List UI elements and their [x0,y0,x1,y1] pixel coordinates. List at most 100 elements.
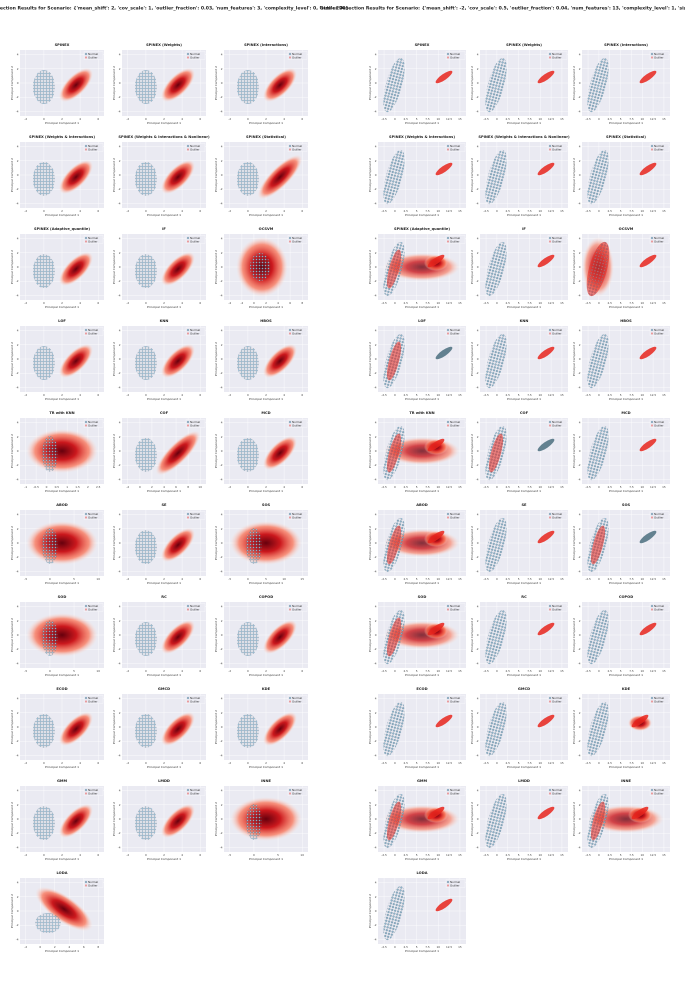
y-tick-label: 0 [17,173,19,177]
legend-marker [548,329,551,332]
y-tick-label: -4 [220,201,223,205]
legend-box [83,419,104,428]
y-tick-label: 2 [375,251,377,255]
legend-marker [446,424,450,427]
x-axis-label: Principal Component 1 [147,121,181,125]
subplot-title: LOF [418,319,426,323]
x-tick-label: 10 [96,669,100,673]
legend-marker [650,604,653,607]
subplot-title: LODA [57,871,68,875]
y-tick-label: -4 [118,661,121,665]
x-tick-label: 7.5 [527,485,532,489]
x-axis-label: Principal Component 1 [45,121,79,125]
subplot-title: LMDD [518,779,530,783]
x-tick-label: 6 [199,393,201,397]
x-tick-label: -0.5 [33,485,39,489]
x-tick-label: 10 [640,117,644,121]
subplot-title: GMM [417,779,428,783]
normal-points [485,241,507,297]
outlier-density [58,251,94,287]
x-tick-label: 0 [496,853,498,857]
legend-label: Normal [190,236,200,240]
y-tick-label: 4 [579,513,581,517]
x-tick-label: 0 [394,117,396,121]
x-axis-label: Principal Component 1 [405,489,439,493]
x-tick-label: -2.5 [585,301,591,305]
subplot: SPINEX (Weights) -2 0 2 4 6 -4 -2 0 2 4 NormalOutli… [112,43,206,125]
legend-label: Outlier [292,516,302,520]
legend-label: Outlier [88,332,98,336]
x-tick-label: 0 [598,853,600,857]
x-axis-label: Principal Component 1 [249,305,283,309]
y-tick-label: -4 [220,569,223,573]
x-tick-label: -2 [228,485,231,489]
x-tick-label: 5 [416,485,418,489]
x-tick-label: 2 [87,485,89,489]
y-tick-label: -4 [118,201,121,205]
y-tick-label: 4 [17,789,19,793]
subplot: IF -2.5 0 2.5 5 7.5 10 12.5 15 -4 -2 0 2 4 NormalOutli… [470,227,568,309]
x-tick-label: 2.5 [404,117,409,121]
subplot-title: COF [160,411,169,415]
outlier-cluster [537,622,555,636]
x-tick-label: 2 [163,117,165,121]
y-tick-label: -4 [578,201,581,205]
y-axis-label: Principal Component 2 [368,434,372,468]
y-tick-label: 4 [221,145,223,149]
legend-marker [288,792,292,795]
y-tick-label: 2 [17,619,19,623]
x-tick-label: -2.5 [483,209,489,213]
outlier-density [58,711,94,747]
legend-box [83,695,104,704]
y-tick-label: -4 [16,845,19,849]
y-axis-label: Principal Component 2 [112,342,116,376]
y-tick-label: 2 [119,803,121,807]
x-tick-label: 12.5 [650,393,656,397]
x-axis-label: Principal Component 1 [249,765,283,769]
subplot: SPINEX (Weights) -2.5 0 2.5 5 7.5 10 12.5 15 -4 -2… [470,43,568,125]
x-tick-label: 2 [61,209,63,213]
y-tick-label: 2 [375,159,377,163]
x-tick-label: 10 [436,945,440,949]
legend-label: Outlier [552,148,562,152]
x-tick-label: 15 [300,577,304,581]
legend-box [185,235,206,244]
x-axis-label: Principal Component 1 [405,305,439,309]
normal-points [135,254,157,288]
legend-label: Outlier [552,332,562,336]
normal-points [485,701,507,757]
legend-marker [548,696,551,699]
legend-marker [187,145,190,148]
legend-label: Outlier [552,608,562,612]
legend-box [649,787,670,796]
x-tick-label: 2 [61,393,63,397]
legend-box [185,419,206,428]
y-tick-label: -2 [16,831,19,835]
legend-box [83,235,104,244]
y-tick-label: 0 [119,357,121,361]
legend-label: Normal [450,512,460,516]
subplot-title: INNE [261,779,271,783]
x-tick-label: 0 [247,209,249,213]
x-tick-label: 2 [54,945,56,949]
y-tick-label: 2 [221,711,223,715]
x-tick-label: 2.5 [506,209,511,213]
y-tick-label: -4 [578,293,581,297]
y-tick-label: -4 [374,569,377,573]
legend-box [547,695,568,704]
x-tick-label: 2.5 [608,117,613,121]
y-axis-label: Principal Component 2 [368,710,372,744]
legend-marker [548,240,552,243]
normal-points [42,436,58,472]
x-tick-label: 0 [43,301,45,305]
x-tick-label: 0 [394,669,396,673]
y-tick-label: 4 [119,789,121,793]
normal-points [383,885,405,941]
x-tick-label: 12.5 [446,945,452,949]
legend-marker [289,237,292,240]
legend-marker [548,421,551,424]
